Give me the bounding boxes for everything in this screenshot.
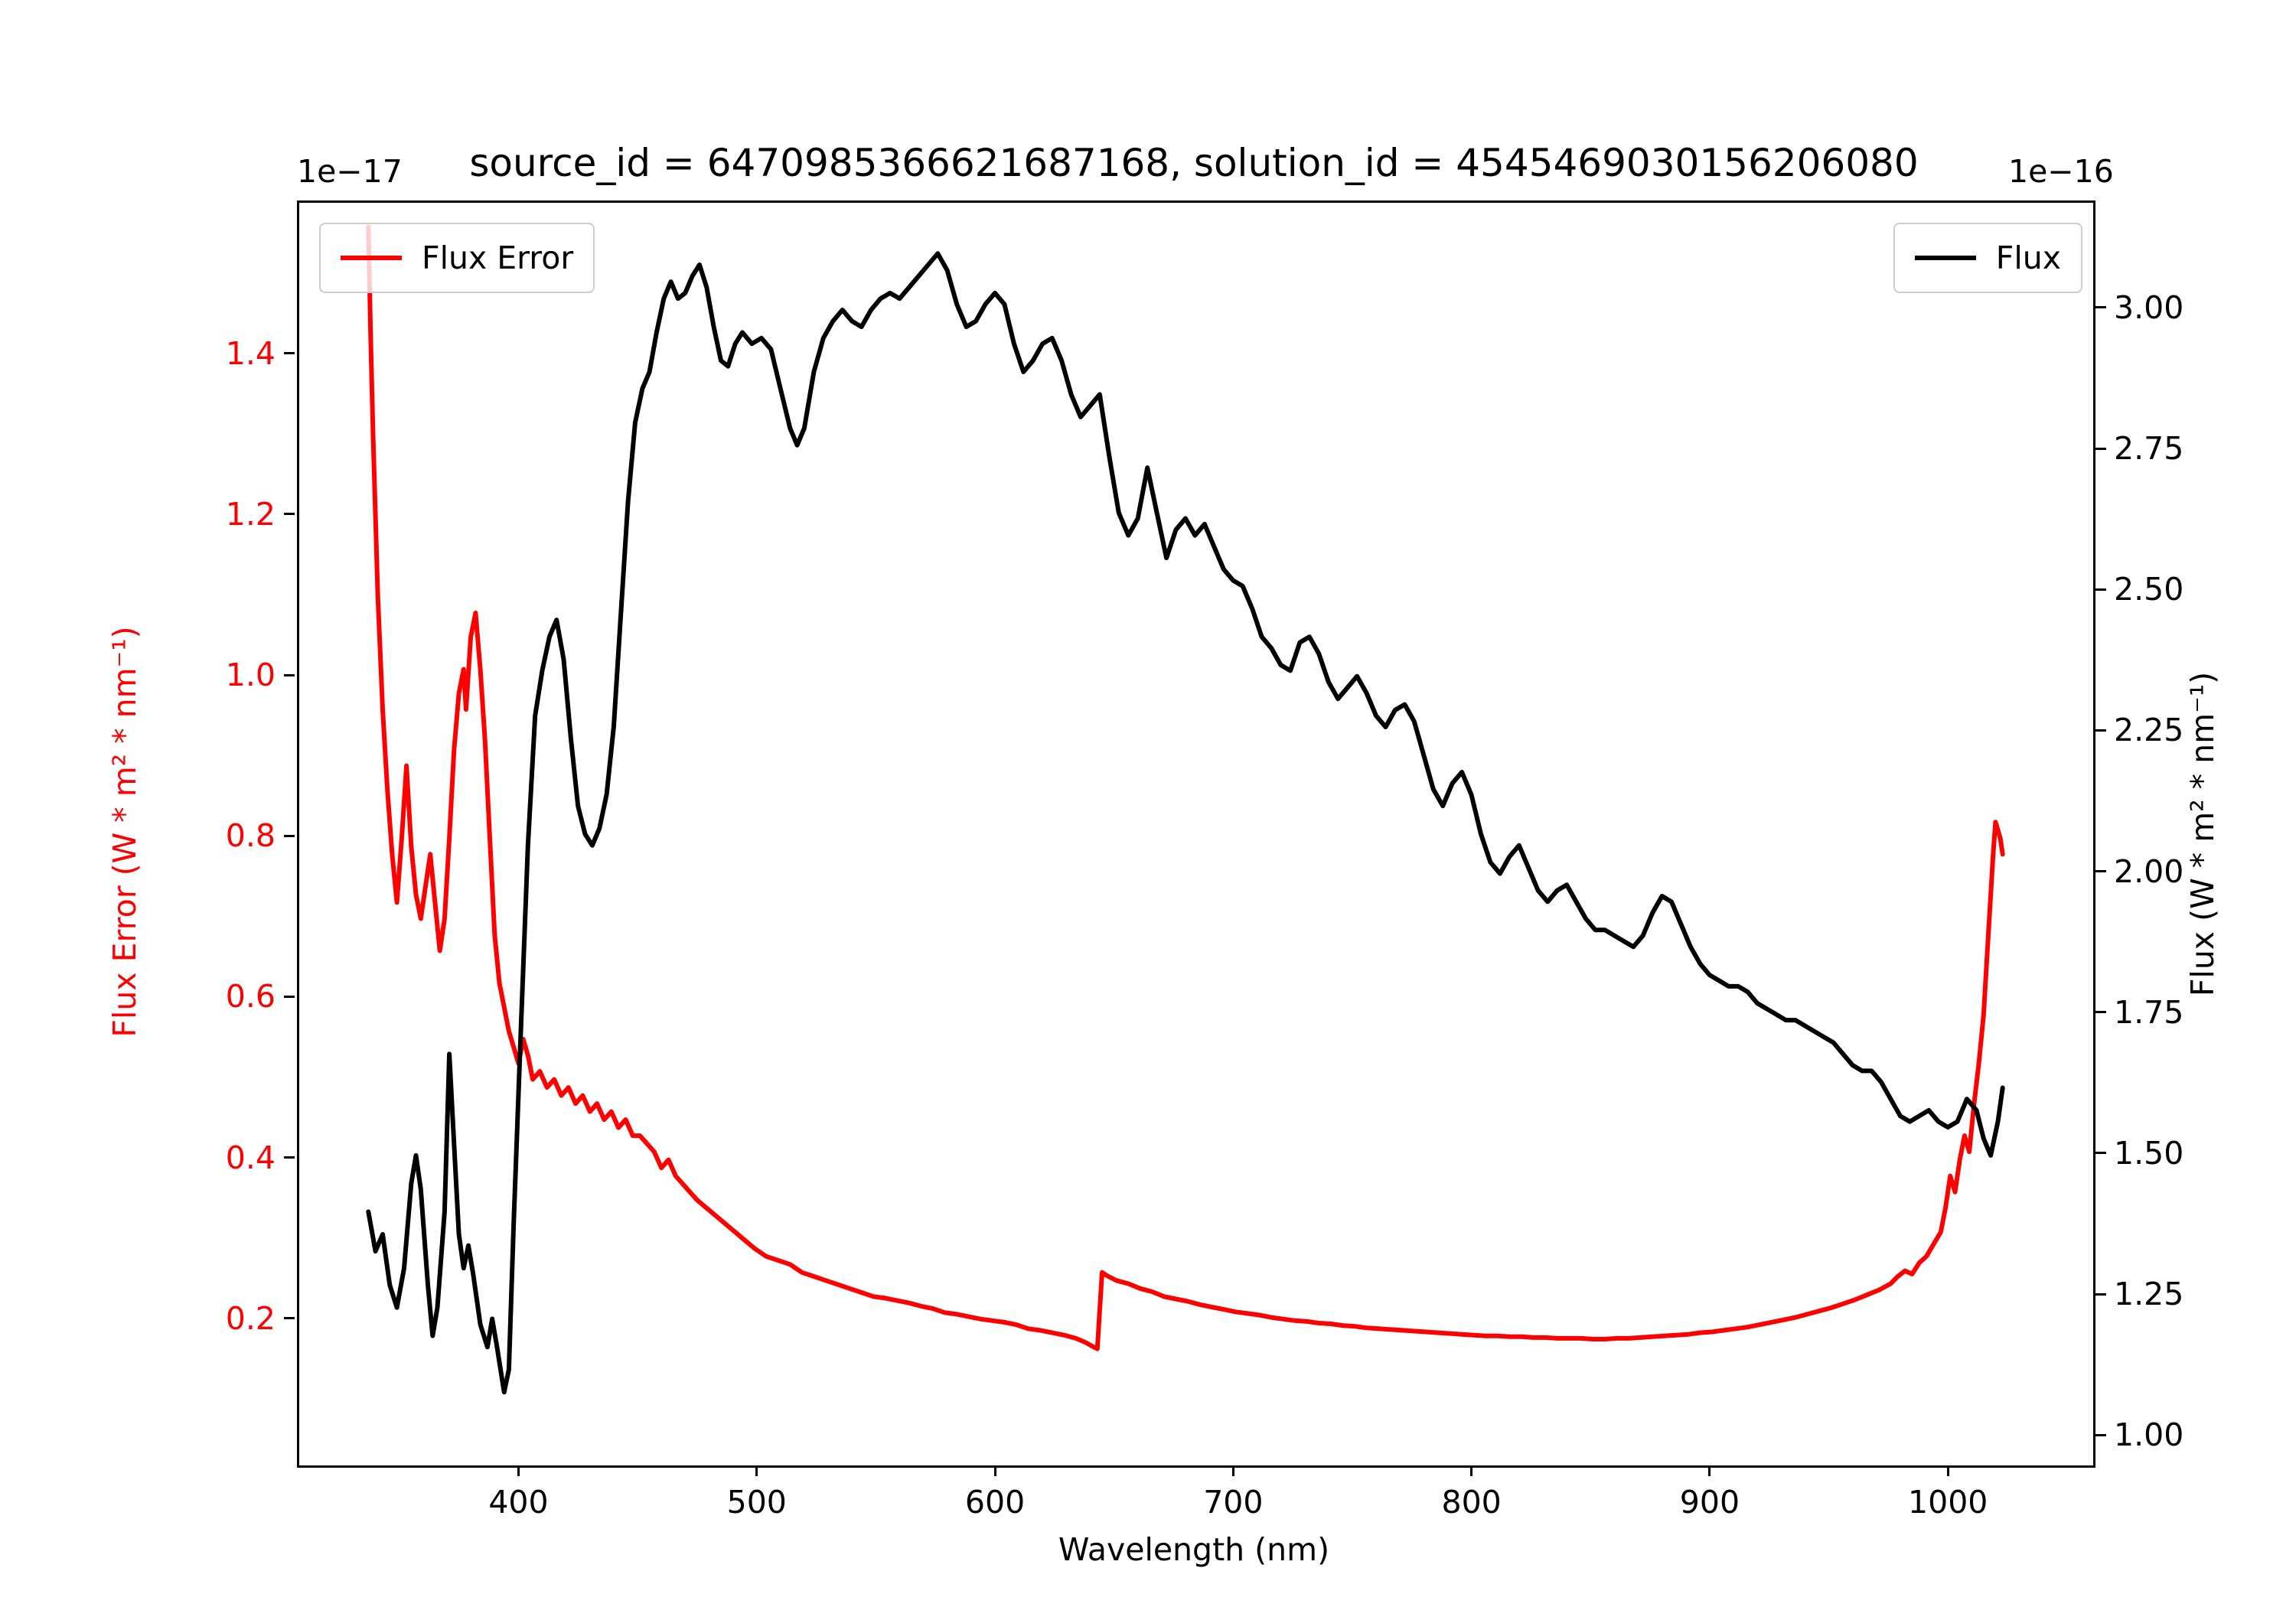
flux-line	[366, 251, 2005, 1395]
x-tick	[1470, 1465, 1473, 1476]
left-y-tick	[284, 1156, 295, 1159]
right-y-tick	[2095, 306, 2106, 309]
right-y-tick-label: 3.00	[2114, 288, 2184, 326]
left-axis-offset-text: 1e−17	[297, 153, 403, 190]
left-y-tick	[284, 673, 295, 676]
x-axis-label: Wavelength (nm)	[1058, 1531, 1330, 1568]
left-y-tick-label: 1.0	[225, 657, 276, 694]
flux-error-line	[366, 224, 2005, 1351]
x-tick	[1946, 1465, 1949, 1476]
left-y-tick	[284, 1317, 295, 1320]
x-tick-label: 400	[488, 1484, 549, 1521]
x-tick	[993, 1465, 996, 1476]
left-y-tick	[284, 352, 295, 355]
left-y-tick	[284, 834, 295, 837]
flux-error-legend-line-icon	[341, 256, 402, 260]
x-tick-label: 600	[964, 1484, 1026, 1521]
right-y-tick	[2095, 1292, 2106, 1296]
left-y-tick-label: 0.4	[225, 1139, 276, 1176]
x-tick	[755, 1465, 758, 1476]
left-y-tick	[284, 513, 295, 516]
right-y-tick-label: 1.50	[2114, 1134, 2184, 1172]
legend-flux-error: Flux Error	[319, 223, 595, 293]
plot-area: Flux Error Flux	[297, 200, 2095, 1468]
x-tick-label: 700	[1203, 1484, 1264, 1521]
flux-legend-line-icon	[1914, 256, 1976, 260]
right-y-tick-label: 1.75	[2114, 993, 2184, 1031]
x-tick	[1708, 1465, 1711, 1476]
left-y-tick	[284, 995, 295, 998]
right-y-tick	[2095, 447, 2106, 450]
right-y-tick-label: 2.00	[2114, 852, 2184, 890]
x-tick	[517, 1465, 520, 1476]
x-tick-label: 1000	[1908, 1484, 1988, 1521]
right-y-tick	[2095, 729, 2106, 732]
right-y-tick	[2095, 1011, 2106, 1014]
right-y-tick	[2095, 588, 2106, 591]
plot-canvas	[366, 224, 2005, 1395]
right-y-tick	[2095, 870, 2106, 873]
legend-flux-label: Flux	[1995, 240, 2061, 276]
x-tick	[1231, 1465, 1234, 1476]
right-y-tick-label: 2.50	[2114, 571, 2184, 608]
right-y-tick-label: 1.00	[2114, 1416, 2184, 1454]
right-y-tick-label: 1.25	[2114, 1276, 2184, 1313]
right-y-tick-label: 2.25	[2114, 712, 2184, 749]
x-tick-label: 900	[1679, 1484, 1740, 1521]
right-y-tick-label: 2.75	[2114, 430, 2184, 468]
chart-title: source_id = 6470985366621687168, solutio…	[469, 141, 1919, 185]
legend-flux-error-label: Flux Error	[422, 240, 574, 276]
right-y-tick	[2095, 1433, 2106, 1436]
left-y-tick-label: 0.2	[225, 1299, 276, 1337]
left-y-tick-label: 1.4	[225, 334, 276, 372]
left-y-tick-label: 0.8	[225, 817, 276, 855]
left-y-tick-label: 0.6	[225, 978, 276, 1015]
right-axis-offset-text: 1e−16	[2008, 153, 2114, 190]
legend-flux: Flux	[1893, 223, 2082, 293]
x-tick-label: 500	[726, 1484, 787, 1521]
x-tick-label: 800	[1441, 1484, 1502, 1521]
left-y-tick-label: 1.2	[225, 495, 276, 533]
right-y-tick	[2095, 1152, 2106, 1155]
